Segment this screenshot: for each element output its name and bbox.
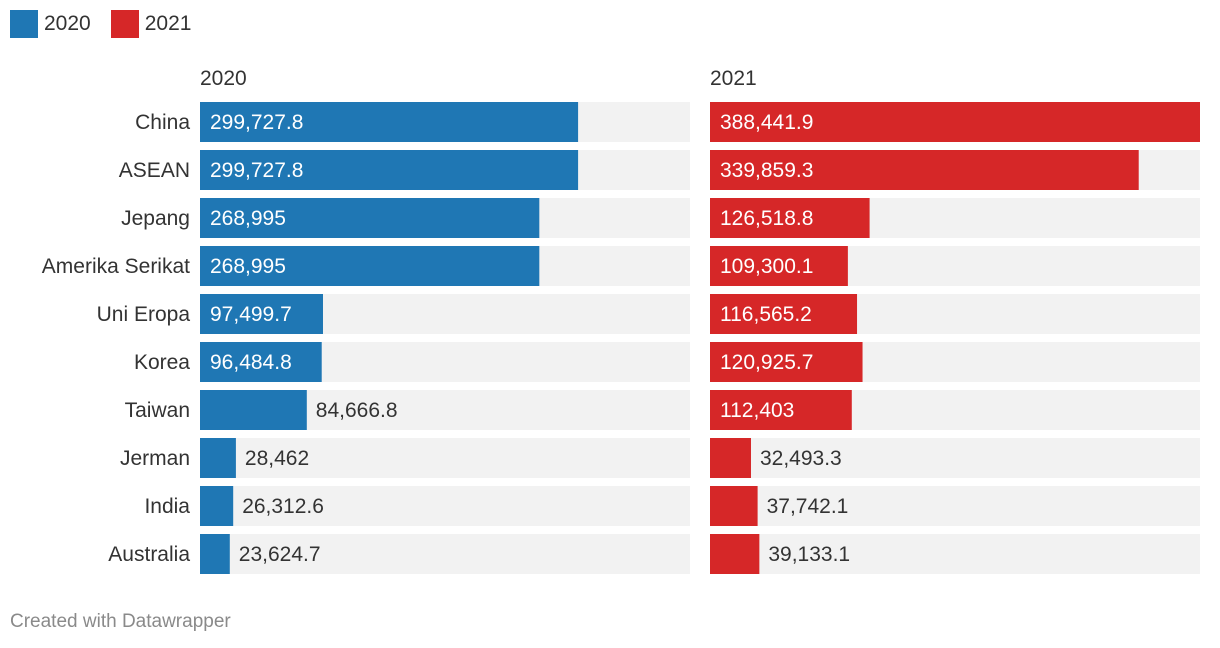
panel-title-2021: 2021 bbox=[710, 67, 757, 90]
category-label-korea: Korea bbox=[134, 351, 190, 374]
data-label-2020-7: 28,462 bbox=[245, 447, 309, 470]
bar-background bbox=[710, 486, 1200, 526]
bar-2021-8 bbox=[710, 486, 758, 526]
legend-item-2020[interactable]: 2020 bbox=[10, 10, 91, 38]
data-label-2020-5: 96,484.8 bbox=[210, 351, 292, 374]
bar-2020-0 bbox=[200, 102, 579, 142]
category-label-asean: ASEAN bbox=[119, 159, 190, 182]
bar-2020-2 bbox=[200, 198, 540, 238]
data-label-2021-4: 116,565.2 bbox=[720, 303, 812, 326]
bar-2020-7 bbox=[200, 438, 236, 478]
bar-2020-4 bbox=[200, 294, 323, 334]
category-label-china: China bbox=[135, 111, 190, 134]
data-label-2020-1: 299,727.8 bbox=[210, 159, 303, 182]
data-label-2020-9: 23,624.7 bbox=[239, 543, 321, 566]
data-label-2020-0: 299,727.8 bbox=[210, 111, 303, 134]
category-label-australia: Australia bbox=[108, 543, 190, 566]
data-label-2020-8: 26,312.6 bbox=[242, 495, 324, 518]
category-label-amerika-serikat: Amerika Serikat bbox=[42, 255, 190, 278]
legend-swatch-2020 bbox=[10, 10, 38, 38]
data-label-2021-5: 120,925.7 bbox=[720, 351, 813, 374]
legend: 2020 2021 bbox=[10, 10, 211, 38]
bar-background bbox=[200, 486, 690, 526]
bar-2020-1 bbox=[200, 150, 579, 190]
category-label-india: India bbox=[144, 495, 190, 518]
data-label-2021-6: 112,403 bbox=[720, 399, 794, 422]
legend-label-2021: 2021 bbox=[144, 12, 192, 35]
bar-2020-8 bbox=[200, 486, 234, 526]
data-label-2020-2: 268,995 bbox=[210, 207, 286, 230]
category-label-jerman: Jerman bbox=[120, 447, 190, 470]
data-label-2020-6: 84,666.8 bbox=[316, 399, 398, 422]
bar-2020-5 bbox=[200, 342, 322, 382]
data-label-2021-8: 37,742.1 bbox=[767, 495, 849, 518]
legend-swatch-2021 bbox=[110, 10, 139, 38]
bar-2020-3 bbox=[200, 246, 540, 286]
bar-2021-1 bbox=[710, 150, 1139, 190]
bar-2021-2 bbox=[710, 198, 870, 238]
legend-item-2021[interactable]: 2021 bbox=[110, 10, 192, 38]
data-label-2021-3: 109,300.1 bbox=[720, 255, 813, 278]
data-label-2020-4: 97,499.7 bbox=[210, 303, 292, 326]
bar-2021-0 bbox=[710, 102, 1200, 142]
bar-background bbox=[710, 438, 1200, 478]
data-label-2021-2: 126,518.8 bbox=[720, 207, 813, 230]
data-label-2021-0: 388,441.9 bbox=[720, 111, 813, 134]
bar-2020-6 bbox=[200, 390, 307, 430]
panel-title-2020: 2020 bbox=[200, 67, 247, 90]
bar-2021-5 bbox=[710, 342, 863, 382]
bar-2021-3 bbox=[710, 246, 848, 286]
category-label-taiwan: Taiwan bbox=[125, 399, 190, 422]
data-label-2020-3: 268,995 bbox=[210, 255, 286, 278]
bar-2021-4 bbox=[710, 294, 858, 334]
category-label-jepang: Jepang bbox=[121, 207, 190, 230]
category-label-uni-eropa: Uni Eropa bbox=[97, 303, 191, 326]
bar-2021-6 bbox=[710, 390, 852, 430]
legend-label-2020: 2020 bbox=[44, 12, 91, 35]
bar-background bbox=[200, 438, 690, 478]
data-label-2021-7: 32,493.3 bbox=[760, 447, 842, 470]
bar-2021-9 bbox=[710, 534, 760, 574]
data-label-2021-9: 39,133.1 bbox=[768, 543, 850, 566]
bar-2021-7 bbox=[710, 438, 751, 478]
data-label-2021-1: 339,859.3 bbox=[720, 159, 813, 182]
bar-background bbox=[710, 534, 1200, 574]
bar-2020-9 bbox=[200, 534, 230, 574]
footer-credit: Created with Datawrapper bbox=[10, 611, 231, 632]
bar-background bbox=[200, 534, 690, 574]
